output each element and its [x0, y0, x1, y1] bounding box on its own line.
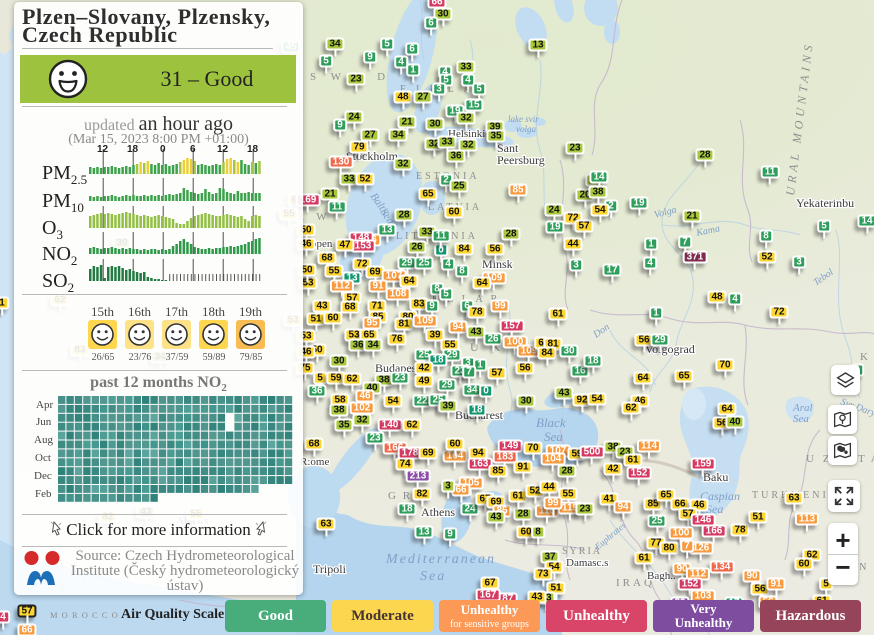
svg-text:SYRIA: SYRIA	[562, 546, 602, 557]
svg-text:IRAQ: IRAQ	[616, 577, 655, 589]
svg-text:Black: Black	[536, 415, 566, 430]
svg-text:Aral: Aral	[792, 402, 813, 414]
svg-text:Baku: Baku	[703, 470, 728, 484]
svg-text:Sea: Sea	[706, 502, 723, 516]
svg-text:Caspian: Caspian	[700, 489, 740, 503]
svg-text:K: K	[860, 351, 868, 363]
svg-text:volga: volga	[516, 124, 536, 134]
svg-text:R:ome: R:ome	[300, 456, 329, 468]
svg-text:Mediterranean: Mediterranean	[385, 552, 496, 567]
svg-text:Sea: Sea	[793, 413, 809, 425]
svg-text:Helsinki: Helsinki	[448, 128, 485, 140]
svg-text:Yekaterinbu: Yekaterinbu	[796, 196, 854, 210]
svg-text:Sea: Sea	[544, 429, 563, 444]
svg-text:Sea: Sea	[420, 569, 446, 584]
svg-text:Bagh..: Bagh..	[647, 570, 676, 582]
svg-text:T A: T A	[858, 453, 874, 465]
svg-text:Sant: Sant	[497, 141, 519, 155]
svg-text:M O R O C C O: M O R O C C O	[50, 610, 119, 620]
svg-text:Budapest: Budapest	[375, 361, 420, 375]
svg-text:Damasc.s: Damasc.s	[566, 557, 608, 569]
svg-text:Tripoli: Tripoli	[313, 562, 347, 576]
svg-text:open: open	[311, 238, 333, 250]
svg-text:Athens: Athens	[421, 505, 455, 519]
svg-text:lake svir: lake svir	[508, 114, 539, 124]
svg-text:Peersburg: Peersburg	[497, 153, 545, 167]
svg-text:Kama: Kama	[694, 223, 721, 239]
svg-text:Minsk: Minsk	[482, 257, 513, 271]
